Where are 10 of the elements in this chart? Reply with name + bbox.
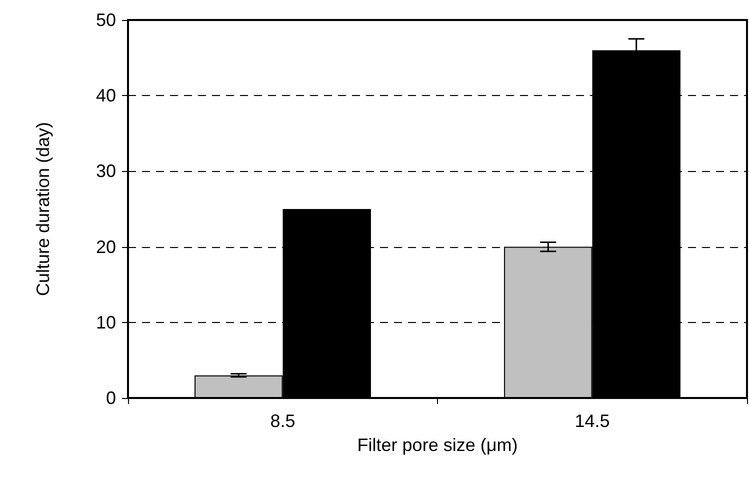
y-tick-label: 30 (96, 161, 116, 182)
y-tick-label: 50 (96, 10, 116, 30)
y-tick-label: 10 (96, 312, 116, 332)
y-tick-label: 20 (96, 236, 116, 257)
x-tick-label: 8.5 (270, 411, 296, 431)
y-tick-label: 40 (96, 86, 116, 106)
y-tick-label: 0 (106, 388, 116, 408)
x-axis-title: Filter pore size (μm) (357, 435, 518, 455)
x-tick-label: 14.5 (574, 411, 610, 431)
y-axis-title: Culture duration (day) (33, 122, 53, 296)
